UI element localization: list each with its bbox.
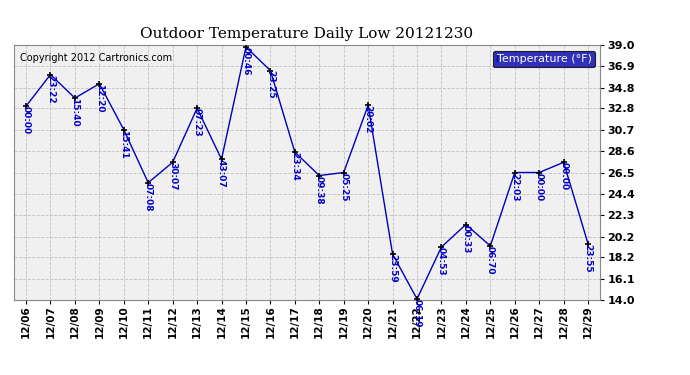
Text: 00:46: 00:46 [241,47,250,75]
Text: 00:00: 00:00 [21,106,30,134]
Text: 06:70: 06:70 [486,246,495,274]
Text: 07:08: 07:08 [144,183,152,211]
Text: 07:23: 07:23 [193,108,201,137]
Text: 00:33: 00:33 [462,225,471,253]
Text: 23:22: 23:22 [46,75,55,103]
Text: 20:02: 20:02 [364,105,373,134]
Text: 43:07: 43:07 [217,159,226,188]
Text: 30:07: 30:07 [168,162,177,191]
Title: Outdoor Temperature Daily Low 20121230: Outdoor Temperature Daily Low 20121230 [141,27,473,41]
Text: 22:03: 22:03 [511,172,520,201]
Text: 23:55: 23:55 [584,244,593,273]
Text: 00:00: 00:00 [535,172,544,201]
Text: Copyright 2012 Cartronics.com: Copyright 2012 Cartronics.com [19,53,172,63]
Legend: Temperature (°F): Temperature (°F) [493,51,595,67]
Text: 00:00: 00:00 [559,162,568,190]
Text: 09:38: 09:38 [315,176,324,204]
Text: 15:41: 15:41 [119,130,128,158]
Text: 06:19: 06:19 [413,299,422,328]
Text: 12:20: 12:20 [95,84,103,112]
Text: 04:53: 04:53 [437,247,446,276]
Text: 15:40: 15:40 [70,98,79,127]
Text: 23:25: 23:25 [266,70,275,99]
Text: 05:25: 05:25 [339,172,348,201]
Text: 23:34: 23:34 [290,152,299,181]
Text: 23:59: 23:59 [388,254,397,283]
